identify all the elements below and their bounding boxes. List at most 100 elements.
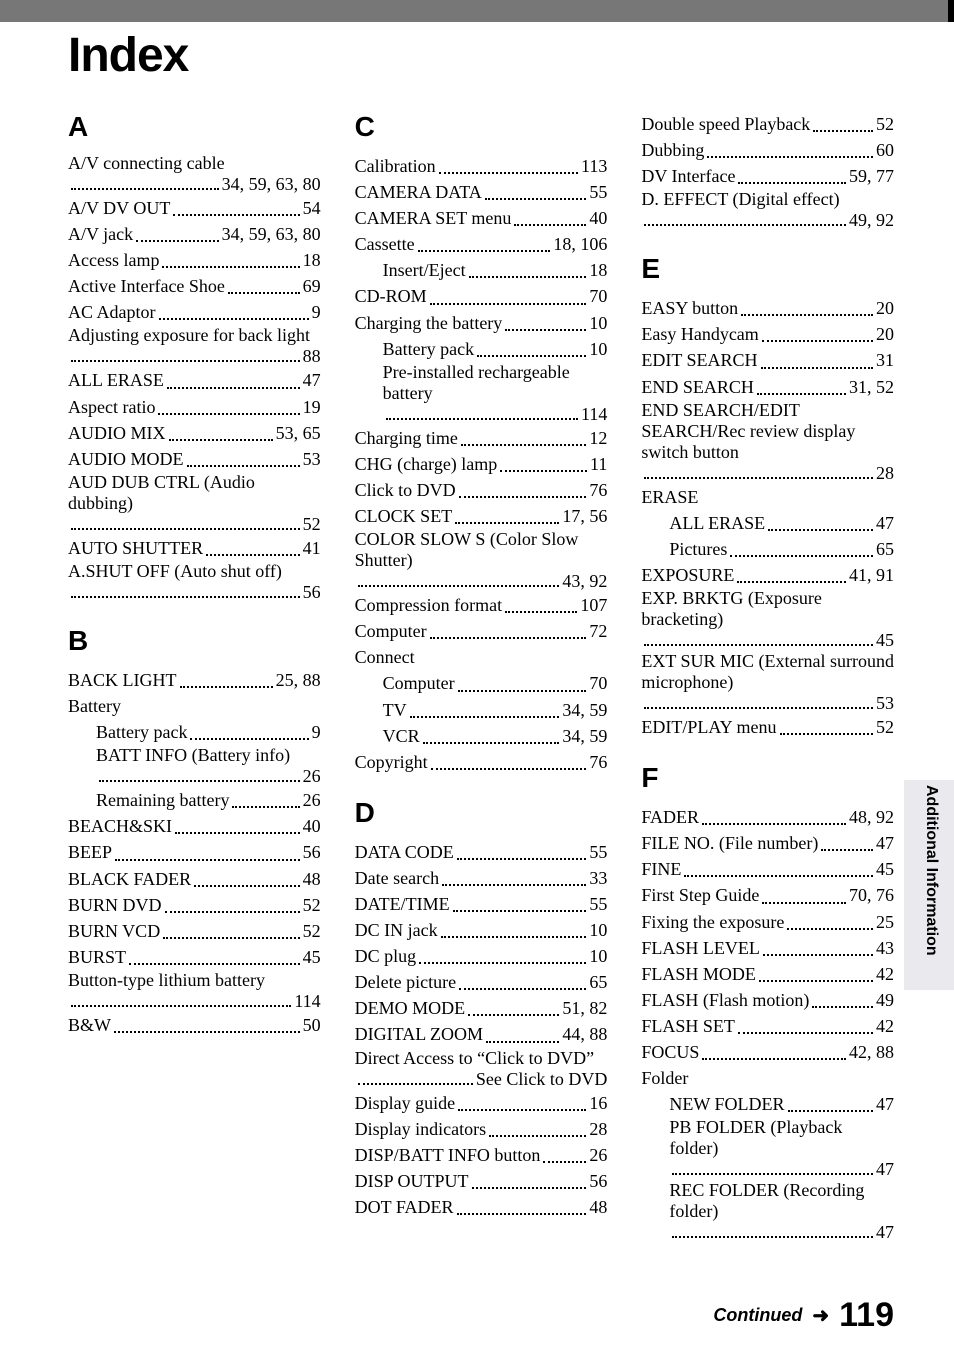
leader-dots (162, 266, 299, 268)
index-term: Battery pack (383, 336, 474, 362)
index-entry: EXT SUR MIC (External surround microphon… (641, 651, 894, 714)
index-term: Easy Handycam (641, 321, 758, 347)
index-page-ref: 56 (303, 839, 321, 865)
index-term: Computer (355, 618, 427, 644)
index-entry: CAMERA DATA 55 (355, 179, 608, 205)
index-letter-heading: D (355, 797, 608, 829)
leader-dots (644, 707, 873, 709)
index-page-ref: 55 (589, 179, 607, 205)
index-page-ref: 47 (876, 1159, 894, 1180)
index-term: DISP/BATT INFO button (355, 1142, 541, 1168)
leader-dots (469, 276, 587, 278)
leader-dots (441, 936, 587, 938)
index-term: Fixing the exposure (641, 909, 784, 935)
index-page-ref: 42, 88 (849, 1039, 894, 1065)
leader-dots (684, 875, 873, 877)
index-entry-group: Connect (355, 644, 608, 670)
leader-dots (505, 329, 586, 331)
index-entry: Pre-installed rechargeable battery 114 (355, 362, 608, 425)
index-page-ref: 52 (876, 714, 894, 740)
index-page-ref: 52 (303, 892, 321, 918)
index-page-ref: 41, 91 (849, 562, 894, 588)
index-entry: B&W 50 (68, 1012, 321, 1038)
leader-dots (505, 611, 577, 613)
index-entry: FOCUS 42, 88 (641, 1039, 894, 1065)
index-page-ref: 113 (581, 153, 607, 179)
index-entry: Fixing the exposure 25 (641, 909, 894, 935)
leader-dots (821, 849, 873, 851)
leader-dots (457, 858, 587, 860)
index-entry: Date search 33 (355, 865, 608, 891)
index-term: BURN VCD (68, 918, 160, 944)
leader-dots (423, 742, 560, 744)
index-entry: AUD DUB CTRL (Audio dubbing) 52 (68, 472, 321, 535)
index-page-ref: 10 (589, 943, 607, 969)
index-term: FOCUS (641, 1039, 699, 1065)
leader-dots (672, 1173, 873, 1175)
index-page-ref: 25 (876, 909, 894, 935)
index-page-ref: 45 (876, 856, 894, 882)
index-entry: Computer 72 (355, 618, 608, 644)
index-page-ref: 53 (303, 446, 321, 472)
index-term: REC FOLDER (Recording folder) (669, 1180, 894, 1222)
index-entry: END SEARCH/EDIT SEARCH/Rec review displa… (641, 400, 894, 484)
index-entry: Compression format 107 (355, 592, 608, 618)
index-term: BACK LIGHT (68, 667, 177, 693)
index-term: Access lamp (68, 247, 159, 273)
index-entry: BURN DVD 52 (68, 892, 321, 918)
index-page-ref: 52 (303, 514, 321, 535)
index-term: EASY button (641, 295, 738, 321)
leader-dots (430, 637, 587, 639)
index-page-ref: 88 (303, 346, 321, 367)
index-entry: FADER 48, 92 (641, 804, 894, 830)
footer: Continued ➜ 119 (713, 1296, 894, 1335)
leader-dots (194, 885, 299, 887)
index-page-ref: 19 (303, 394, 321, 420)
index-term: ERASE (641, 484, 698, 510)
index-term: VCR (383, 723, 420, 749)
index-term: BEACH&SKI (68, 813, 172, 839)
leader-dots (500, 470, 587, 472)
leader-dots (761, 367, 873, 369)
index-entry: A.SHUT OFF (Auto shut off) 56 (68, 561, 321, 603)
leader-dots (813, 130, 873, 132)
index-page-ref: 48, 92 (849, 804, 894, 830)
index-term: CAMERA DATA (355, 179, 482, 205)
index-term: Pre-installed rechargeable battery (383, 362, 608, 404)
index-term: PB FOLDER (Playback folder) (669, 1117, 894, 1159)
index-page-ref: 43 (876, 935, 894, 961)
index-page-ref: 26 (303, 766, 321, 787)
index-page-ref: 10 (589, 917, 607, 943)
page-body: Index AA/V connecting cable 34, 59, 63, … (0, 28, 954, 1243)
index-columns: AA/V connecting cable 34, 59, 63, 80A/V … (68, 111, 894, 1243)
index-page-ref: 69 (303, 273, 321, 299)
index-term: AUDIO MIX (68, 420, 166, 446)
index-page-ref: 107 (580, 592, 607, 618)
index-entry: Copyright 76 (355, 749, 608, 775)
index-entry: DATA CODE 55 (355, 839, 608, 865)
continued-arrow-icon: ➜ (812, 1303, 829, 1328)
index-entry: AC Adaptor 9 (68, 299, 321, 325)
leader-dots (167, 387, 300, 389)
leader-dots (228, 292, 300, 294)
index-page-ref: 42 (876, 961, 894, 987)
index-term: CLOCK SET (355, 503, 453, 529)
index-entry: A/V jack 34, 59, 63, 80 (68, 221, 321, 247)
leader-dots (485, 198, 587, 200)
index-page-ref: 9 (312, 719, 321, 745)
index-term: AUTO SHUTTER (68, 535, 203, 561)
index-entry: CLOCK SET 17, 56 (355, 503, 608, 529)
leader-dots (543, 1161, 586, 1163)
index-entry: NEW FOLDER 47 (641, 1091, 894, 1117)
index-page-ref: 45 (303, 944, 321, 970)
index-entry: Computer 70 (355, 670, 608, 696)
index-letter-heading: A (68, 111, 321, 143)
leader-dots (738, 182, 846, 184)
leader-dots (757, 393, 846, 395)
leader-dots (788, 1110, 874, 1112)
index-term: FINE (641, 856, 681, 882)
index-term: AUDIO MODE (68, 446, 184, 472)
leader-dots (486, 1041, 559, 1043)
index-page-ref: 60 (876, 137, 894, 163)
leader-dots (457, 1213, 587, 1215)
